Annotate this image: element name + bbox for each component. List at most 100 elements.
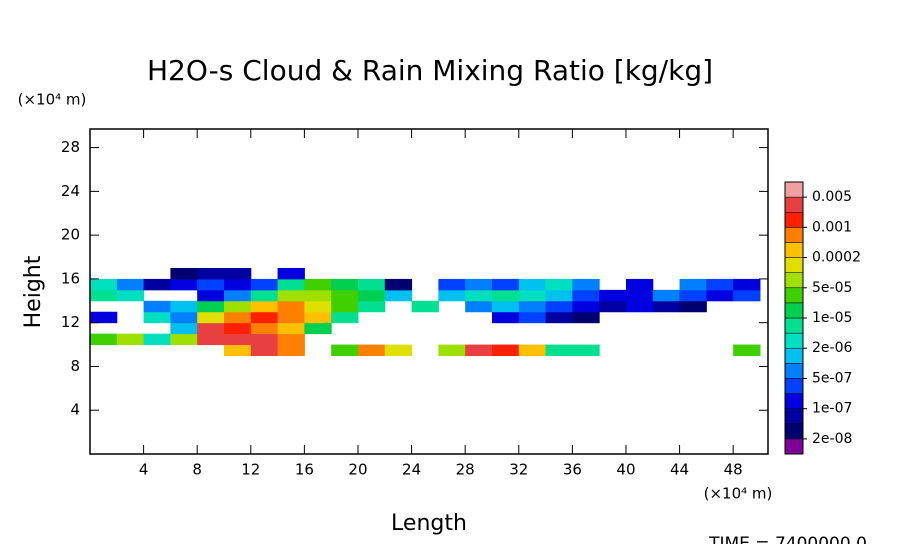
field-cell — [277, 278, 305, 291]
field-cell — [545, 344, 573, 357]
colorbar-label: 1e-05 — [812, 310, 852, 326]
colorbar-label: 0.001 — [812, 219, 852, 235]
field-cell — [545, 289, 573, 302]
field-cell — [331, 300, 359, 313]
field-cell — [384, 344, 413, 357]
colorbar-label: 2e-06 — [812, 340, 852, 356]
field-cell — [304, 278, 332, 291]
colorbar-box — [784, 272, 804, 289]
y-tick-label: 28 — [61, 138, 80, 156]
field-cell — [545, 278, 573, 291]
field-cell — [143, 300, 171, 313]
field-cell — [223, 333, 252, 346]
colorbar-box — [784, 211, 804, 228]
field-cell — [90, 278, 118, 291]
field-cell — [277, 289, 305, 302]
x-tick-label: 4 — [139, 461, 149, 479]
y-axis-label: Height — [21, 255, 46, 328]
field-cell — [438, 278, 466, 291]
y-tick-label: 12 — [61, 313, 80, 331]
y-tick-label: 8 — [70, 357, 80, 375]
colorbar-label: 2e-08 — [812, 431, 852, 447]
field-cell — [357, 278, 386, 291]
colorbar-box — [784, 378, 804, 394]
colorbar-box — [784, 257, 804, 273]
colorbar-box — [784, 287, 804, 304]
field-cell — [625, 278, 654, 291]
field-cell — [733, 344, 761, 357]
field-cell — [652, 289, 681, 302]
colorbar-box — [784, 347, 804, 364]
field-cell — [250, 289, 279, 302]
field-cell — [197, 333, 225, 346]
field-cell — [197, 311, 225, 324]
field-cell — [599, 300, 627, 313]
field-cell — [491, 300, 520, 313]
field-cell — [438, 289, 466, 302]
colorbar-box — [784, 423, 804, 440]
field-cell — [625, 289, 654, 302]
plot-frame — [89, 128, 769, 455]
field-cell — [170, 300, 198, 313]
field-cell — [331, 289, 359, 302]
field-cell — [223, 344, 252, 357]
field-cell — [331, 278, 359, 291]
x-tick-label: 24 — [402, 461, 421, 479]
colorbar-box — [784, 408, 804, 425]
time-label: TIME = 7400000.0 — [708, 534, 867, 544]
field-cell — [250, 333, 279, 346]
colorbar-box — [784, 242, 804, 258]
field-cell — [465, 344, 493, 357]
field-cell — [331, 344, 359, 357]
field-cell — [116, 333, 145, 346]
field-cell — [733, 289, 761, 302]
field-cell — [277, 344, 305, 357]
field-cell — [170, 267, 198, 280]
field-cell — [465, 289, 493, 302]
colorbar-box — [784, 227, 804, 243]
field-cell — [90, 311, 118, 324]
field-cell — [223, 267, 252, 280]
field-cell — [90, 333, 118, 346]
field-cell — [518, 289, 547, 302]
colorbar-label: 0.005 — [812, 189, 852, 205]
field-cell — [572, 311, 600, 324]
field-cell — [197, 278, 225, 291]
chart-title: H2O-s Cloud & Rain Mixing Ratio [kg/kg] — [147, 54, 713, 87]
field-cell — [625, 300, 654, 313]
x-tick-label: 44 — [670, 461, 689, 479]
field-cell — [277, 333, 305, 346]
y-tick-label: 24 — [61, 182, 80, 200]
field-cell — [331, 311, 359, 324]
colorbar-label: 5e-07 — [812, 370, 852, 386]
field-cell — [90, 289, 118, 302]
colorbar-label: 5e-05 — [812, 280, 852, 296]
field-cell — [250, 278, 279, 291]
field-cell — [465, 278, 493, 291]
field-cell — [116, 289, 145, 302]
field-cell — [518, 311, 547, 324]
field-cell — [170, 278, 198, 291]
field-cell — [733, 278, 761, 291]
field-cell — [143, 333, 171, 346]
field-cell — [250, 344, 279, 357]
x-tick-label: 36 — [563, 461, 582, 479]
field-cell — [250, 311, 279, 324]
field-cell — [384, 289, 413, 302]
field-cell — [679, 289, 707, 302]
field-cell — [384, 278, 413, 291]
field-cell — [518, 278, 547, 291]
field-cell — [438, 344, 466, 357]
field-cell — [357, 289, 386, 302]
field-cell — [197, 289, 225, 302]
field-cell — [277, 322, 305, 335]
x-tick-label: 8 — [192, 461, 202, 479]
colorbar-box — [784, 302, 804, 319]
field-cell — [170, 311, 198, 324]
field-cell — [223, 278, 252, 291]
field-cell — [491, 278, 520, 291]
field-cell — [277, 267, 305, 280]
colorbar-box — [784, 317, 804, 334]
field-cell — [223, 311, 252, 324]
x-tick-label: 20 — [348, 461, 367, 479]
